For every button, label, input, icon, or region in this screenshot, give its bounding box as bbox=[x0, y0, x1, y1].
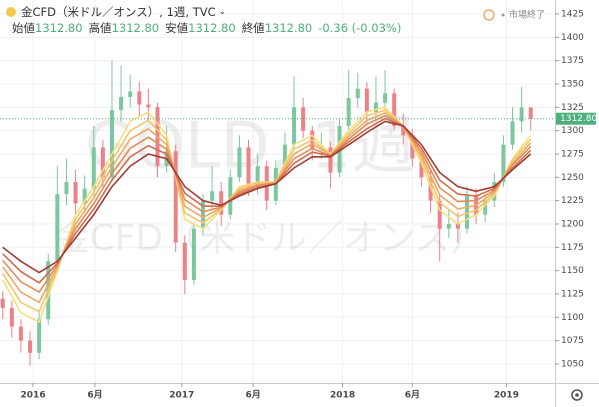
candle-body bbox=[383, 93, 388, 103]
ohlc-value: 1312.80 bbox=[188, 21, 236, 35]
candle-body bbox=[292, 107, 297, 145]
symbol-title[interactable]: 金CFD（米ドル／オンス）, 1週, TVC bbox=[21, 5, 216, 19]
ohlc-name: 高値 bbox=[88, 21, 112, 35]
candle-body bbox=[510, 121, 515, 145]
x-tick-label: 6月 bbox=[245, 390, 260, 401]
candle-body bbox=[64, 181, 69, 195]
x-tick-label: 6月 bbox=[87, 390, 102, 401]
candle-body bbox=[119, 97, 124, 111]
status-dot bbox=[501, 13, 505, 17]
candle-body bbox=[465, 195, 470, 229]
y-tick-label: 1125 bbox=[561, 289, 584, 299]
candle-body bbox=[501, 144, 506, 182]
change: -0.36 (-0.03%) bbox=[318, 21, 402, 35]
y-tick-label: 1250 bbox=[561, 173, 584, 183]
y-tick-label: 1225 bbox=[561, 196, 584, 206]
candle-body bbox=[428, 177, 433, 201]
candle-body bbox=[519, 107, 524, 122]
ohlc-name: 始値 bbox=[12, 21, 35, 35]
candle-body bbox=[419, 158, 424, 178]
y-tick-label: 1050 bbox=[561, 359, 584, 369]
chevron[interactable]: ⌄ bbox=[218, 7, 227, 17]
candle-body bbox=[346, 97, 351, 126]
candle-body bbox=[455, 223, 460, 229]
ohlc-value: 1312.80 bbox=[35, 21, 83, 35]
settings-icon[interactable] bbox=[571, 389, 583, 401]
candle-body bbox=[328, 147, 333, 173]
candle-body bbox=[410, 135, 415, 159]
y-tick-label: 1300 bbox=[561, 126, 584, 136]
last-price-label: 1312.80 bbox=[560, 114, 597, 124]
candle-body bbox=[237, 147, 242, 178]
y-tick-label: 1425 bbox=[561, 9, 584, 19]
candle-body bbox=[109, 110, 114, 178]
candle-body bbox=[282, 144, 287, 168]
y-tick-label: 1275 bbox=[561, 149, 584, 159]
candle-body bbox=[392, 93, 397, 126]
ohlc-row: 始値 1312.80 高値 1312.80 安値 1312.80 終値 1312.80 -0.3… bbox=[12, 20, 407, 36]
candle-body bbox=[182, 242, 187, 280]
candle-body bbox=[18, 326, 23, 341]
last-price-tag bbox=[556, 112, 596, 125]
ohlc-name: 終値 bbox=[241, 21, 265, 35]
candle-body bbox=[100, 147, 105, 178]
candle-body bbox=[91, 147, 96, 189]
ma-line bbox=[2, 109, 532, 313]
candle-body bbox=[401, 125, 406, 136]
x-tick-label: 2019 bbox=[494, 391, 519, 401]
watermark: GOLD, 1週 金CFD（米ドル／オンス） bbox=[54, 110, 487, 259]
ohlc-name: 安値 bbox=[165, 21, 189, 35]
candle-body bbox=[364, 88, 369, 112]
x-tick-label: 2017 bbox=[169, 391, 194, 401]
candle-body bbox=[0, 298, 5, 308]
candle-body bbox=[210, 191, 215, 201]
candle-body bbox=[528, 107, 533, 119]
candle-body bbox=[355, 88, 360, 98]
candle-body bbox=[373, 102, 378, 112]
symbol-icon bbox=[6, 7, 16, 17]
market-status: 市場終了 bbox=[509, 9, 545, 21]
candle-body bbox=[82, 188, 87, 204]
candle-body bbox=[483, 200, 488, 215]
candle-body bbox=[55, 194, 60, 262]
ma-line bbox=[2, 114, 532, 294]
candle-body bbox=[446, 223, 451, 229]
ohlc-value: 1312.80 bbox=[111, 21, 160, 35]
y-tick-label: 1150 bbox=[561, 266, 584, 276]
candle-body bbox=[28, 340, 33, 353]
y-tick-label: 1375 bbox=[561, 56, 584, 66]
candle-body bbox=[201, 200, 206, 229]
y-tick-label: 1175 bbox=[561, 243, 584, 253]
y-tick-label: 1075 bbox=[561, 336, 584, 346]
legend-header: 金CFD（米ドル／オンス）, 1週, TVC ⌄ 始値 1312.80 高値 1312… bbox=[0, 0, 407, 36]
candle-body bbox=[191, 228, 196, 280]
candle-body bbox=[437, 200, 442, 229]
watermark-description: 金CFD（米ドル／オンス） bbox=[54, 218, 487, 259]
candle-body bbox=[246, 147, 251, 187]
candle-body bbox=[228, 177, 233, 215]
x-tick-label: 2018 bbox=[330, 391, 355, 401]
x-tick-label: 6月 bbox=[405, 390, 420, 401]
y-tick-label: 1100 bbox=[561, 313, 584, 323]
y-tick-label: 1350 bbox=[561, 79, 584, 89]
candle-body bbox=[137, 91, 142, 105]
y-tick-label: 1325 bbox=[561, 103, 584, 113]
y-tick-label: 1200 bbox=[561, 219, 584, 229]
status-icon bbox=[483, 9, 495, 21]
candle-body bbox=[219, 191, 224, 215]
candle-body bbox=[255, 166, 260, 187]
candle-body bbox=[173, 151, 178, 243]
candle-body bbox=[9, 307, 14, 327]
candle-body bbox=[146, 104, 151, 108]
y-tick-label: 1400 bbox=[561, 33, 584, 43]
candle-body bbox=[128, 91, 133, 98]
candle-body bbox=[73, 181, 78, 204]
ma-line bbox=[2, 120, 532, 274]
candle-body bbox=[37, 319, 42, 353]
x-tick-label: 2016 bbox=[21, 391, 46, 401]
ohlc-value: 1312.80 bbox=[264, 21, 313, 35]
